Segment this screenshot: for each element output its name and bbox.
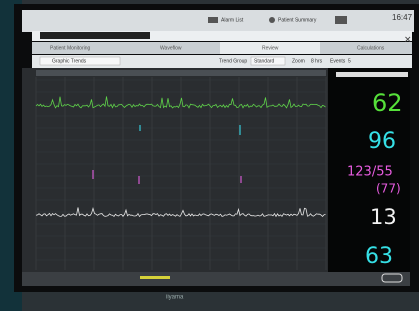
trend-group-label: Trend Group: [219, 58, 247, 64]
tab[interactable]: Review: [262, 45, 279, 51]
redacted-name: [40, 32, 150, 39]
settings-icon[interactable]: [335, 16, 347, 24]
patient-summary[interactable]: Patient Summary: [278, 17, 317, 23]
zoom-label: Zoom: [292, 58, 305, 64]
tab[interactable]: Patient Monitoring: [50, 45, 91, 51]
view-name[interactable]: Graphic Trends: [52, 58, 87, 64]
events[interactable]: 5: [348, 58, 351, 64]
zoom[interactable]: 8 hrs: [311, 58, 323, 64]
time-ruler: [36, 70, 326, 76]
events-label: Events: [330, 58, 346, 64]
heart-rate: 62: [372, 89, 403, 117]
vitals-header: [336, 72, 408, 77]
summary-icon[interactable]: [269, 17, 275, 23]
tab[interactable]: Calculations: [357, 45, 385, 51]
timeline-marker[interactable]: [140, 276, 170, 279]
mean-pressure: (77): [376, 182, 401, 196]
bottom-bar: [22, 272, 410, 286]
resp-rate: 13: [370, 205, 397, 229]
trend-group[interactable]: Standard: [254, 58, 275, 64]
spo2: 96: [368, 129, 396, 154]
alarm-icon[interactable]: [208, 17, 218, 23]
clock: 16:47: [392, 13, 413, 22]
trend-area: [22, 68, 328, 272]
photo: Alarm List Patient Summary 16:47 ✕ Patie…: [0, 0, 419, 311]
monitor-brand: iiyama: [166, 295, 184, 301]
tab[interactable]: Waveflow: [160, 45, 182, 51]
pulse: 63: [365, 244, 393, 269]
blood-pressure: 123/55: [347, 165, 393, 180]
alarm-list[interactable]: Alarm List: [221, 17, 244, 23]
